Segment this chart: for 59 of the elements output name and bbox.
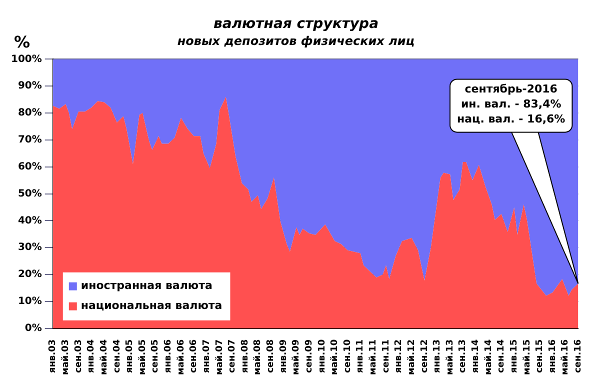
- x-tick-label: сен.09: [304, 339, 314, 373]
- x-tick-label: сен.08: [266, 339, 276, 373]
- x-tick-label: май.09: [292, 339, 302, 376]
- x-tick-label: сен.07: [228, 339, 238, 373]
- x-tick-label: янв.03: [48, 339, 58, 373]
- x-tick-label: май.10: [330, 339, 340, 376]
- y-axis-title: %: [14, 32, 30, 52]
- x-tick-label: сен.13: [458, 339, 468, 373]
- x-tick-label: сен.05: [150, 339, 161, 373]
- x-tick-label: сен.12: [420, 339, 430, 373]
- y-tick-label: 20%: [18, 269, 42, 280]
- chart-subtitle: новых депозитов физических лиц: [177, 34, 415, 48]
- y-tick-label: 90%: [18, 80, 42, 92]
- x-tick-label: янв.09: [278, 339, 289, 373]
- x-tick-label: май.03: [61, 339, 72, 376]
- legend-label: национальная валюта: [80, 299, 222, 312]
- x-tick-label: май.14: [484, 339, 494, 376]
- y-tick-label: 60%: [18, 161, 42, 172]
- x-tick-label: янв.14: [471, 339, 482, 373]
- x-tick-label: май.07: [214, 339, 225, 376]
- y-tick-label: 10%: [18, 296, 42, 307]
- x-tick-label: янв.08: [240, 339, 250, 373]
- y-tick-label: 0%: [24, 322, 42, 334]
- y-tick-label: 40%: [18, 215, 42, 226]
- x-tick-label: май.05: [138, 339, 148, 376]
- x-tick-label: янв.06: [164, 339, 174, 373]
- y-tick-label: 80%: [18, 108, 42, 119]
- annotation: сентябрь-2016 ин. вал. - 83,4% нац. вал. - 16,6%: [457, 82, 566, 126]
- x-tick-label: май.11: [368, 339, 379, 376]
- x-tick-label: янв.12: [394, 339, 404, 373]
- x-tick-label: май.06: [176, 339, 186, 376]
- legend-label: иностранная валюта: [80, 279, 212, 292]
- x-tick-label: май.16: [560, 339, 571, 376]
- x-tick-label: сен.06: [189, 339, 200, 373]
- x-tick-label: май.08: [253, 339, 264, 376]
- x-tick-label: янв.13: [432, 339, 443, 373]
- y-tick-label: 70%: [18, 134, 42, 146]
- y-tick-label: 30%: [18, 242, 42, 254]
- x-tick-label: янв.07: [202, 339, 212, 373]
- x-tick-label: май.15: [522, 339, 532, 376]
- x-tick-label: сен.11: [381, 339, 392, 373]
- y-tick-label: 100%: [10, 54, 42, 65]
- x-tick-label: сен.14: [496, 339, 507, 373]
- x-tick-label: май.13: [445, 339, 456, 376]
- x-tick-label: янв.10: [317, 339, 328, 373]
- x-tick-label: янв.11: [356, 339, 366, 373]
- x-tick-label: сен.10: [342, 339, 353, 373]
- x-tick-label: сен.03: [74, 339, 84, 373]
- x-tick-label: янв.15: [509, 339, 520, 373]
- x-tick-label: май.12: [406, 339, 417, 376]
- x-tick-label: сен.16: [574, 339, 584, 373]
- y-tick-label: 50%: [18, 188, 42, 200]
- x-tick-label: янв.16: [548, 339, 558, 373]
- chart-title: валютная структура: [213, 16, 379, 32]
- x-tick-label: сен.15: [535, 339, 546, 373]
- x-tick-label: май.04: [99, 339, 110, 376]
- x-tick-label: сен.04: [112, 339, 122, 373]
- x-tick-label: янв.04: [86, 339, 97, 373]
- x-tick-label: янв.05: [125, 339, 136, 373]
